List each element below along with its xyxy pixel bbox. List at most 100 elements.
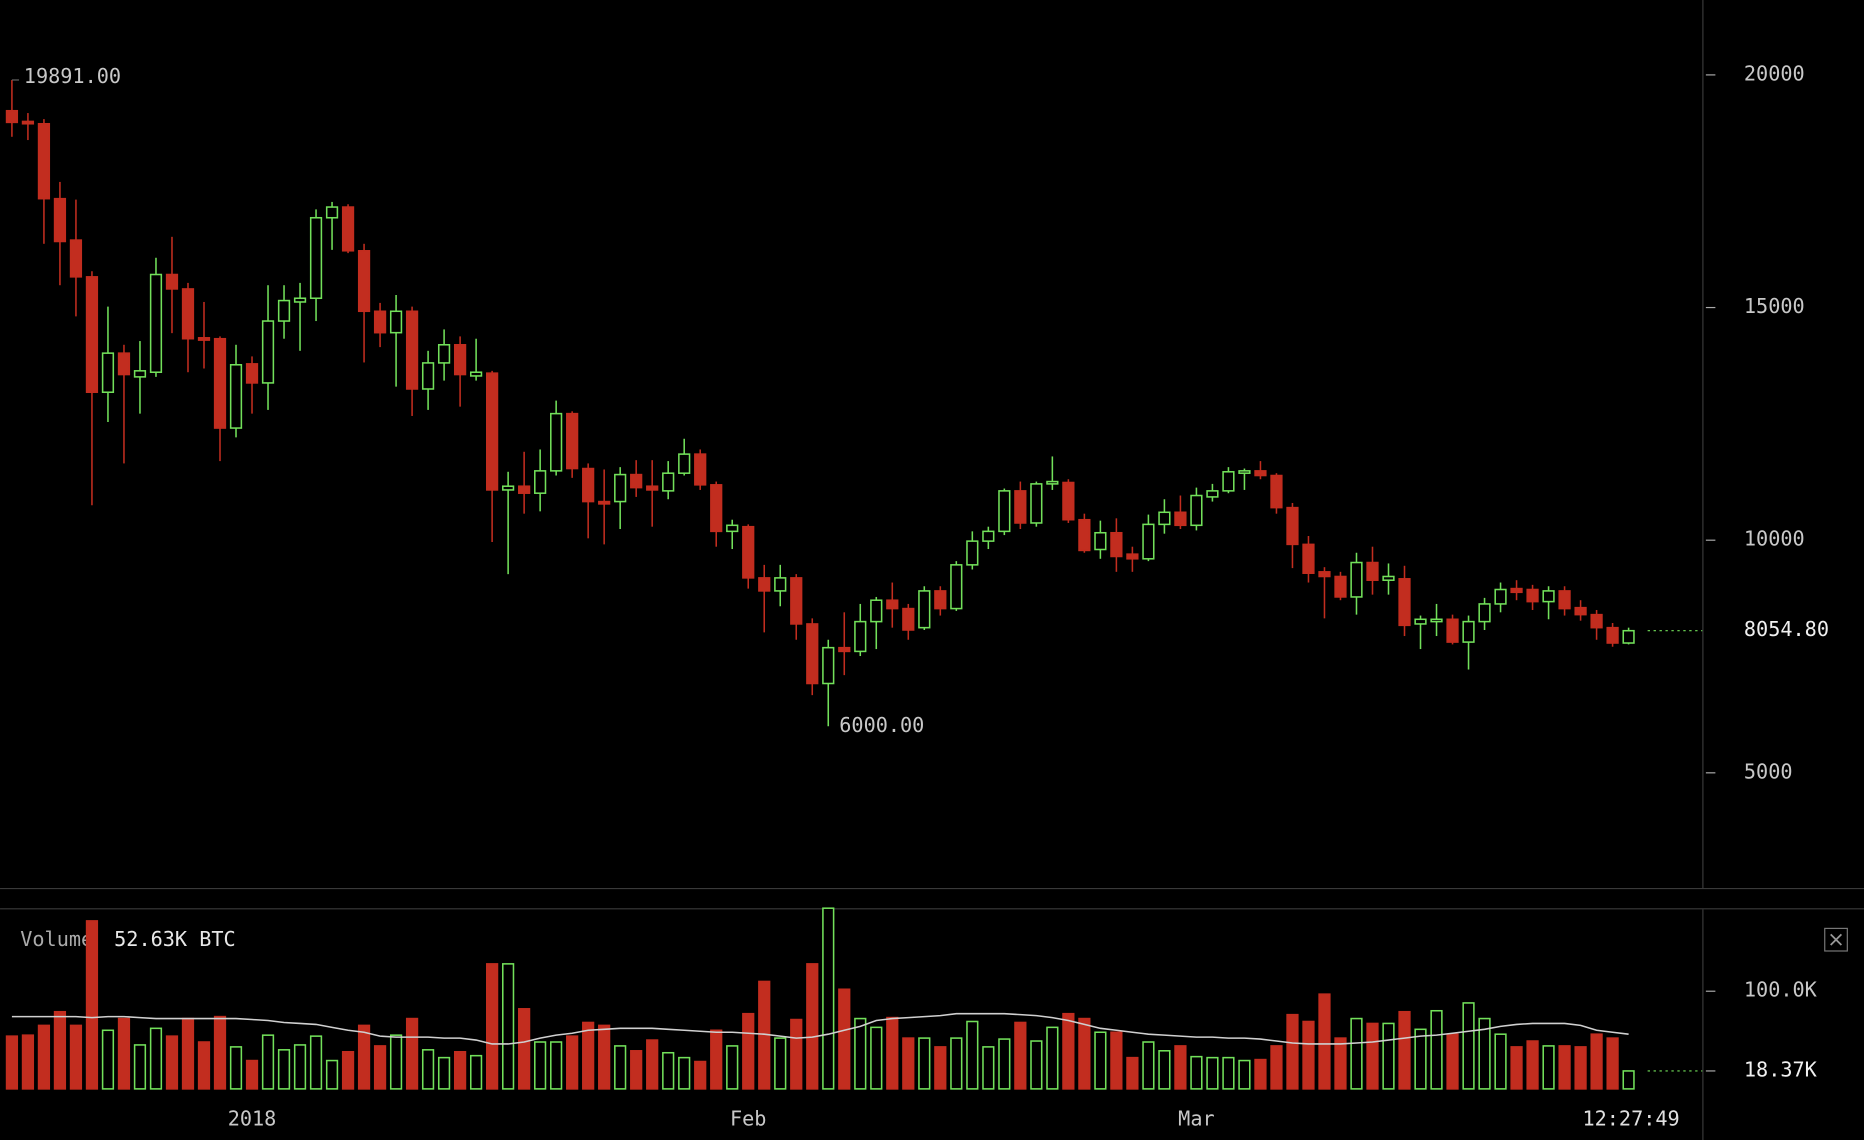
close-button[interactable] <box>1824 927 1848 952</box>
volume-bar <box>1046 1026 1059 1090</box>
volume-bar <box>213 1015 227 1090</box>
volume-bar <box>1030 1040 1043 1090</box>
candle-body <box>902 607 915 631</box>
candle-body <box>1126 553 1139 560</box>
high-label: 19891.00 <box>24 64 121 88</box>
candle-body <box>1142 523 1155 560</box>
candle-body <box>646 485 659 491</box>
volume-bar <box>1206 1056 1219 1090</box>
volume-bar <box>822 907 835 1090</box>
volume-bar <box>614 1045 627 1090</box>
volume-bar <box>1494 1033 1507 1090</box>
candle-body <box>293 297 307 303</box>
candle-body <box>357 250 371 313</box>
candle-body <box>133 370 147 378</box>
volume-bar <box>966 1020 979 1090</box>
volume-bar <box>1254 1058 1267 1090</box>
volume-bar <box>950 1037 963 1090</box>
volume-bar <box>838 988 851 1090</box>
candle-body <box>213 337 227 429</box>
candle-body <box>1590 613 1603 629</box>
candle-body <box>502 485 515 491</box>
volume-bar <box>1446 1033 1459 1090</box>
volume-bar <box>598 1024 611 1090</box>
candle-body <box>630 473 643 489</box>
candle-body <box>1510 587 1523 594</box>
volume-bar <box>229 1046 243 1090</box>
volume-bar <box>325 1059 339 1090</box>
candle-body <box>1558 590 1571 610</box>
candle-body <box>1334 575 1347 598</box>
volume-bar <box>389 1034 403 1090</box>
candle-body <box>421 362 435 390</box>
candle-body <box>550 412 563 472</box>
volume-bar <box>630 1050 643 1090</box>
candle-body <box>389 310 403 334</box>
x-tick-label: Feb <box>730 1106 766 1130</box>
volume-bar <box>1174 1045 1187 1090</box>
close-icon[interactable] <box>1830 933 1843 946</box>
candle-body <box>405 310 419 390</box>
candle-body <box>341 206 355 252</box>
candle-body <box>1302 543 1315 574</box>
volume-bar <box>550 1041 563 1090</box>
candle-body <box>1398 578 1411 627</box>
volume-bar <box>165 1035 179 1090</box>
volume-bar <box>1606 1037 1619 1090</box>
volume-bar <box>1190 1055 1203 1090</box>
volume-bar <box>502 963 515 1090</box>
candle-body <box>934 590 947 610</box>
volume-bar <box>518 1008 531 1090</box>
volume-bar <box>902 1037 915 1090</box>
candle-body <box>950 564 963 610</box>
volume-bar <box>69 1024 83 1090</box>
candle-body <box>1446 618 1459 643</box>
candle-body <box>469 371 483 377</box>
volume-bar <box>469 1054 483 1090</box>
candle-body <box>1478 603 1491 623</box>
volume-bar <box>566 1035 579 1090</box>
volume-bar <box>1334 1037 1347 1090</box>
candle-body <box>614 473 627 503</box>
candle-body <box>566 412 579 470</box>
candle-body <box>485 372 499 491</box>
volume-bar <box>918 1037 931 1090</box>
candle-body <box>197 337 211 341</box>
volume-bar <box>117 1017 131 1090</box>
close-box[interactable] <box>1824 927 1848 952</box>
candle-body <box>518 485 531 494</box>
candle-body <box>309 216 323 300</box>
candle-body <box>662 472 675 492</box>
volume-bar <box>1590 1033 1603 1090</box>
candle-body <box>806 623 819 685</box>
volume-bar <box>582 1021 595 1090</box>
candle-body <box>373 310 387 334</box>
candle-body <box>101 352 115 394</box>
candle-body <box>1110 531 1123 558</box>
volume-bar <box>1366 1022 1379 1090</box>
candle-body <box>261 320 275 384</box>
candle-body <box>37 122 51 200</box>
candle-body <box>1046 480 1059 485</box>
volume-bar <box>1094 1031 1107 1090</box>
candle-body <box>1222 471 1235 492</box>
volume-bar <box>1222 1056 1235 1090</box>
candle-body <box>117 352 131 376</box>
candle-body <box>886 599 899 610</box>
candle-body <box>1494 588 1507 605</box>
volume-title: Volume <box>20 927 93 951</box>
candle-body <box>1030 483 1043 524</box>
volume-bar <box>934 1046 947 1090</box>
x-tick-label: 2018 <box>228 1106 277 1130</box>
y-tick-label: 20000 <box>1744 61 1805 85</box>
volume-bar <box>309 1035 323 1090</box>
volume-bar <box>982 1046 995 1090</box>
volume-bar <box>421 1049 435 1090</box>
volume-bar <box>245 1059 259 1090</box>
candle-body <box>582 467 595 503</box>
candle-body <box>229 364 243 429</box>
volume-bar <box>998 1038 1011 1090</box>
candle-body <box>1462 620 1475 643</box>
